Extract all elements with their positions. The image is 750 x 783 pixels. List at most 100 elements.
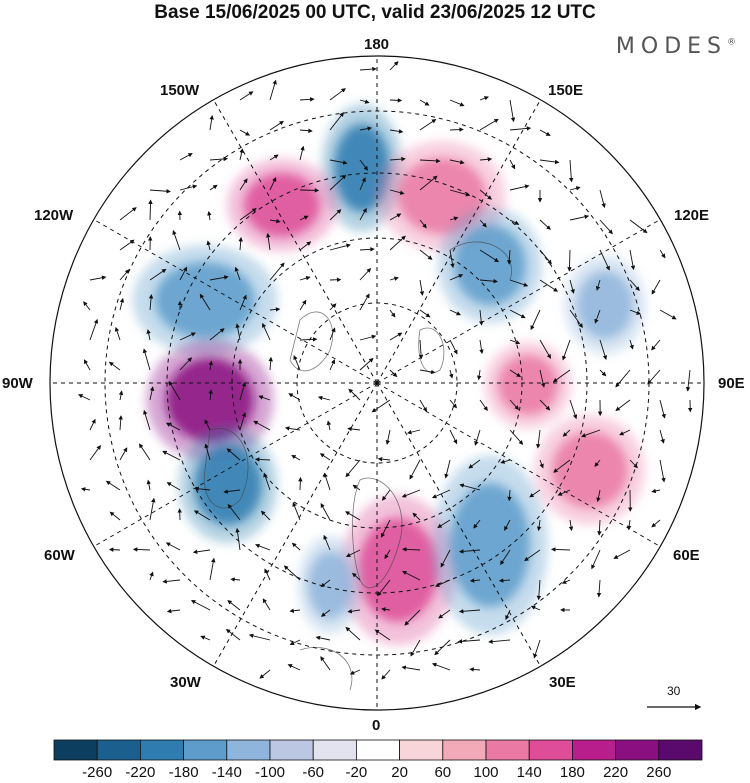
wind-arrow <box>389 309 396 318</box>
wind-arrow <box>162 579 181 584</box>
wind-arrow <box>264 568 271 581</box>
wind-arrow <box>269 262 285 281</box>
colorbar-bin <box>485 739 530 761</box>
wind-arrow <box>449 159 465 165</box>
wind-arrow <box>269 120 284 131</box>
wind-arrow <box>108 361 121 371</box>
wind-arrow <box>329 112 344 131</box>
high-alaska <box>244 173 320 237</box>
wind-arrow <box>629 279 640 291</box>
wind-arrow <box>507 489 512 502</box>
wind-arrow <box>374 629 391 641</box>
wind-arrow <box>419 309 431 318</box>
wind-arrow <box>109 511 121 521</box>
colorbar-tick-label: 140 <box>516 764 542 781</box>
wind-arrow <box>498 578 511 583</box>
wind-arrow <box>419 99 430 106</box>
wind-arrow <box>345 511 361 521</box>
wind-arrow <box>479 339 484 355</box>
wind-arrow <box>562 429 571 437</box>
wind-arrow <box>223 489 241 494</box>
low-bering <box>334 124 390 212</box>
wind-arrow <box>478 309 484 326</box>
map-boundary <box>49 55 705 711</box>
wind-arrow <box>193 510 211 521</box>
wind-arrow <box>254 457 271 462</box>
wind-arrow <box>258 395 271 401</box>
meridian-line <box>376 382 661 547</box>
wind-arrow <box>142 348 151 371</box>
wind-arrow <box>595 279 601 291</box>
wind-arrow <box>260 510 271 521</box>
wind-arrow <box>359 334 377 341</box>
brand-registered-mark: ® <box>727 37 736 48</box>
lon-label-120e: 120E <box>674 207 710 224</box>
low-canada-west <box>155 262 255 338</box>
wind-arrow <box>533 639 541 659</box>
wind-arrow <box>509 184 530 191</box>
wind-arrow <box>269 218 281 224</box>
wind-arrow <box>83 301 91 311</box>
wind-arrow <box>234 266 241 281</box>
wind-arrow <box>402 547 421 552</box>
wind-vectors <box>78 61 693 680</box>
wind-arrow <box>208 360 214 371</box>
wind-arrow <box>479 399 488 412</box>
wind-arrow <box>359 247 375 252</box>
wind-arrow <box>255 543 271 551</box>
wind-arrow <box>329 303 337 311</box>
wind-arrow <box>377 456 391 462</box>
wind-arrow <box>209 115 214 131</box>
colorbar-bin <box>53 739 98 761</box>
map-disk <box>50 56 704 710</box>
colorbar-tick-label: -60 <box>302 764 325 781</box>
wind-arrow <box>165 542 181 551</box>
wind-arrow <box>419 175 438 191</box>
wind-arrow <box>488 639 511 644</box>
wind-arrow <box>329 174 347 191</box>
colorbar-tick-label: 100 <box>473 764 499 781</box>
wind-arrow <box>89 418 96 431</box>
wind-arrow <box>536 579 542 601</box>
colorbar-bin <box>312 739 357 761</box>
wind-arrow <box>509 369 522 378</box>
wind-arrow <box>235 323 241 341</box>
wind-arrow <box>569 159 574 183</box>
wind-arrow <box>230 577 241 582</box>
colorbar-bin <box>269 739 314 761</box>
wind-arrow <box>419 399 427 412</box>
wind-arrow <box>419 249 433 260</box>
wind-arrow <box>291 542 301 551</box>
colorbar-tick-label: -100 <box>254 764 286 781</box>
wind-arrow <box>659 399 666 419</box>
wind-arrow <box>410 639 421 657</box>
wind-arrow <box>380 519 391 538</box>
wind-arrow <box>599 249 610 271</box>
wind-arrow <box>119 207 137 221</box>
wind-arrow <box>359 293 370 311</box>
colorbar-bin <box>355 739 400 761</box>
wind-arrow <box>204 443 211 461</box>
wind-arrow <box>299 275 311 281</box>
wind-arrow <box>268 356 273 371</box>
wind-arrow <box>507 249 512 265</box>
wind-arrow <box>139 443 151 461</box>
wind-arrow <box>269 79 277 101</box>
wind-arrow <box>509 99 516 123</box>
meridian-line <box>213 99 378 384</box>
meridian-line <box>376 99 541 384</box>
wind-arrow <box>299 337 318 342</box>
wind-arrow <box>509 159 516 170</box>
wind-arrow <box>345 626 361 641</box>
wind-arrow <box>530 605 541 611</box>
wind-arrow <box>239 129 251 136</box>
wind-arrow <box>263 472 271 491</box>
wind-arrow <box>647 369 661 385</box>
wind-arrow <box>239 178 248 191</box>
wind-arrow <box>239 381 247 401</box>
wind-arrow <box>253 420 271 431</box>
wind-arrow <box>401 489 421 498</box>
wind-arrow <box>204 419 211 431</box>
wind-arrow <box>179 153 193 161</box>
wind-arrow <box>348 388 361 401</box>
